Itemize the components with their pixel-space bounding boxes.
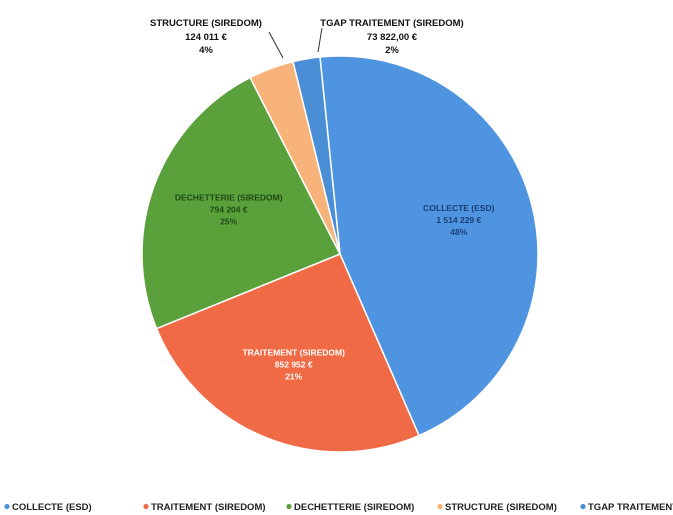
legend-marker-traitement bbox=[143, 503, 149, 510]
callout-tgap-category: TGAP TRAITEMENT (SIREDOM) bbox=[320, 18, 463, 29]
callout-structure-category: STRUCTURE (SIREDOM) bbox=[150, 18, 262, 29]
callout-structure-value: 124 011 € bbox=[185, 32, 227, 43]
slice-label-traitement-category: TRAITEMENT (SIREDOM) bbox=[242, 348, 345, 358]
callout-structure-percent: 4% bbox=[199, 45, 213, 56]
pie-slice-collecte bbox=[319, 55, 539, 437]
slice-label-collecte-percent: 48% bbox=[450, 227, 467, 237]
legend-label-dechetterie: DECHETTERIE (SIREDOM) bbox=[294, 502, 414, 513]
pie-slice-tgap bbox=[292, 56, 341, 255]
pie-slices bbox=[141, 55, 539, 453]
legend-marker-collecte bbox=[4, 503, 10, 510]
legend-label-collecte: COLLECTE (ESD) bbox=[12, 502, 92, 513]
callout-tgap-percent: 2% bbox=[385, 45, 399, 56]
legend-marker-structure bbox=[437, 503, 443, 510]
slice-label-collecte-value: 1 514 229 € bbox=[436, 215, 481, 225]
slice-callouts: STRUCTURE (SIREDOM) 124 011 € 4% TGAP TR… bbox=[150, 18, 464, 59]
legend-label-traitement: TRAITEMENT (SIREDOM) bbox=[151, 502, 266, 513]
callout-tgap-value: 73 822,00 € bbox=[367, 32, 418, 43]
chart-legend: COLLECTE (ESD) TRAITEMENT (SIREDOM) DECHET… bbox=[4, 502, 673, 513]
legend-marker-tgap bbox=[580, 503, 586, 510]
pie-slice-traitement bbox=[155, 253, 421, 453]
slice-label-dechetterie-category: DECHETTERIE (SIREDOM) bbox=[175, 193, 283, 203]
slice-label-traitement-percent: 21% bbox=[285, 372, 302, 382]
callout-line-tgap bbox=[317, 27, 323, 53]
slice-label-dechetterie-value: 794 204 € bbox=[210, 205, 248, 215]
callout-line-structure bbox=[268, 31, 284, 59]
legend-label-structure: STRUCTURE (SIREDOM) bbox=[445, 502, 557, 513]
legend-label-tgap: TGAP TRAITEMENT (SIREDOM) bbox=[588, 502, 673, 513]
slice-labels: COLLECTE (ESD) 1 514 229 € 48% TRAITEMENT (… bbox=[175, 193, 495, 382]
legend-marker-dechetterie bbox=[286, 503, 292, 510]
slice-label-dechetterie-percent: 25% bbox=[220, 217, 237, 227]
pie-slice-dechetterie bbox=[141, 76, 342, 330]
slice-label-collecte-category: COLLECTE (ESD) bbox=[423, 203, 494, 213]
slice-label-traitement-value: 852 952 € bbox=[275, 360, 313, 370]
